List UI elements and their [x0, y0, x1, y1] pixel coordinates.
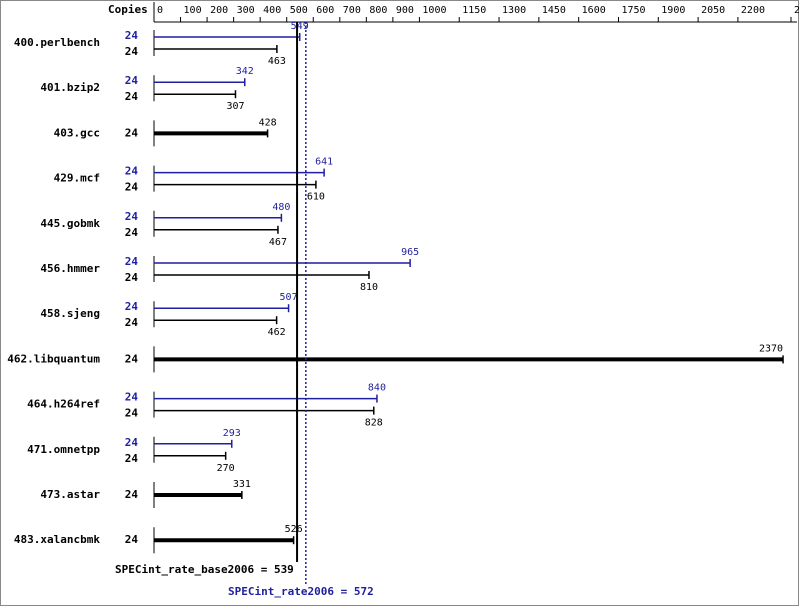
x-tick-label: 0 — [157, 5, 163, 16]
x-tick-label: 2200 — [741, 5, 765, 16]
category-label: 462.libquantum — [7, 352, 100, 365]
category-label: 403.gcc — [54, 126, 100, 139]
category-label: 429.mcf — [54, 172, 100, 185]
x-tick-label: 1150 — [462, 5, 486, 16]
x-axis-label: Copies — [108, 3, 148, 16]
copies-label: 24 — [125, 74, 139, 87]
value-label: 428 — [259, 117, 277, 128]
category-label: 483.xalancbmk — [14, 533, 100, 546]
copies-label: 24 — [125, 181, 139, 194]
x-tick-label: 500 — [290, 5, 308, 16]
value-label: 641 — [315, 157, 333, 168]
x-tick-label: 1600 — [582, 5, 606, 16]
value-label: 810 — [360, 282, 378, 293]
x-tick-label: 400 — [263, 5, 281, 16]
category-label: 400.perlbench — [14, 36, 100, 49]
value-label: 526 — [285, 524, 303, 535]
category-label: 401.bzip2 — [40, 81, 100, 94]
copies-label: 24 — [125, 45, 139, 58]
x-tick-label: 1900 — [661, 5, 685, 16]
copies-label: 24 — [125, 226, 139, 239]
value-label: 549 — [291, 21, 309, 32]
value-label: 307 — [226, 101, 244, 112]
copies-label: 24 — [125, 255, 139, 268]
value-label: 270 — [217, 463, 235, 474]
x-tick-label: 900 — [396, 5, 414, 16]
copies-label: 24 — [125, 533, 139, 546]
copies-label: 24 — [125, 407, 139, 420]
copies-label: 24 — [125, 271, 139, 284]
copies-label: 24 — [125, 210, 139, 223]
category-label: 456.hmmer — [40, 262, 100, 275]
x-tick-label: 2050 — [701, 5, 725, 16]
copies-label: 24 — [125, 316, 139, 329]
x-tick-label: 600 — [316, 5, 334, 16]
x-tick-label: 1450 — [542, 5, 566, 16]
value-label: 463 — [268, 56, 286, 67]
x-tick-label: 1000 — [422, 5, 446, 16]
copies-label: 24 — [125, 300, 139, 313]
copies-label: 24 — [125, 452, 139, 465]
value-label: 467 — [269, 237, 287, 248]
value-label: 828 — [365, 418, 383, 429]
x-tick-label: 800 — [369, 5, 387, 16]
copies-label: 24 — [125, 90, 139, 103]
value-label: 462 — [268, 327, 286, 338]
value-label: 480 — [272, 202, 290, 213]
copies-label: 24 — [125, 126, 139, 139]
x-tick-label: 700 — [343, 5, 361, 16]
category-label: 471.omnetpp — [27, 443, 100, 456]
category-label: 458.sjeng — [40, 307, 100, 320]
x-tick-label: 1750 — [621, 5, 645, 16]
value-label: 2370 — [759, 343, 783, 354]
value-label: 965 — [401, 247, 419, 258]
value-label: 507 — [280, 292, 298, 303]
copies-label: 24 — [125, 391, 139, 404]
copies-label: 24 — [125, 165, 139, 178]
x-tick-label: 200 — [210, 5, 228, 16]
copies-label: 24 — [125, 352, 139, 365]
reference-label: SPECint_rate2006 = 572 — [228, 585, 374, 598]
category-label: 464.h264ref — [27, 398, 100, 411]
value-label: 293 — [223, 428, 241, 439]
value-label: 331 — [233, 479, 251, 490]
copies-label: 24 — [125, 29, 139, 42]
value-label: 342 — [236, 66, 254, 77]
copies-label: 24 — [125, 488, 139, 501]
x-tick-label: 100 — [184, 5, 202, 16]
value-label: 610 — [307, 192, 325, 203]
x-tick-label: 300 — [237, 5, 255, 16]
copies-label: 24 — [125, 436, 139, 449]
reference-label: SPECint_rate_base2006 = 539 — [115, 563, 294, 576]
value-label: 840 — [368, 383, 386, 394]
x-tick-label: 1300 — [502, 5, 526, 16]
category-label: 473.astar — [40, 488, 100, 501]
category-label: 445.gobmk — [40, 217, 100, 230]
